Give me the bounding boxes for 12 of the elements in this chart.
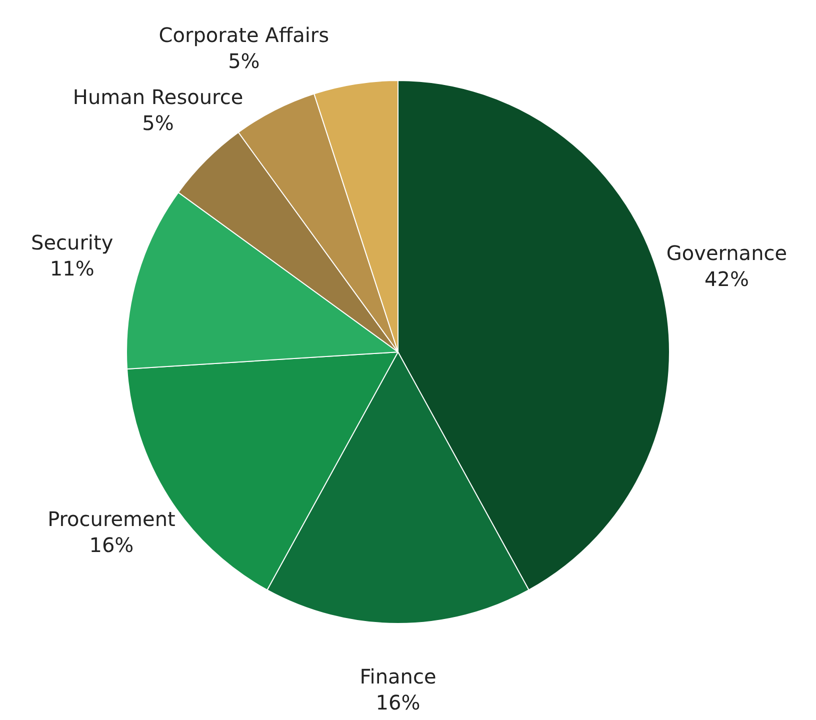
data-label: 42% [704,266,749,291]
data-label: 11% [50,256,94,281]
data-label: 16% [376,690,420,715]
slice-label: Corporate Affairs [158,22,330,47]
slice-label: Procurement [48,507,176,532]
data-label: 16% [89,533,134,558]
slice-label: Governance [666,240,788,265]
slice-label: Security [31,230,114,255]
slice-label: Finance [360,664,436,689]
data-label: 5% [228,48,260,73]
data-label: 5% [142,111,174,136]
slice-label: Human Resource [72,85,244,110]
